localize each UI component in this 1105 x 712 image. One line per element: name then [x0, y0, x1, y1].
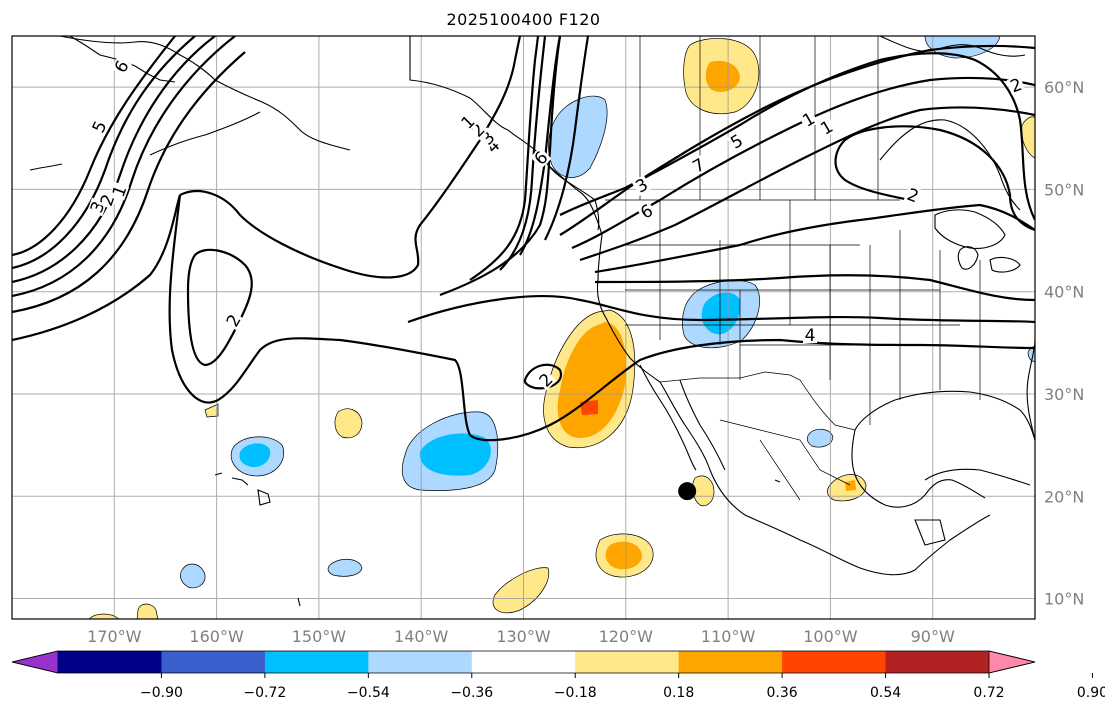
latitude-labels: 60°N 50°N 40°N 30°N 20°N 10°N — [1044, 78, 1084, 608]
contour-label: 5 — [89, 117, 112, 137]
map-title: 2025100400 F120 — [446, 10, 601, 29]
contour-label: 7 — [688, 155, 709, 178]
colorbar-tick-label: 0.18 — [663, 685, 694, 701]
colorbar-segment — [678, 651, 783, 673]
colorbar-segment — [471, 651, 576, 673]
lon-label: 170°W — [87, 627, 142, 646]
contour-label: 2 — [903, 185, 923, 207]
colorbar-tick-label: 0.36 — [767, 685, 798, 701]
colorbar-segment — [368, 651, 473, 673]
lon-label: 140°W — [394, 627, 449, 646]
map-frame — [11, 35, 1036, 620]
lon-label: 160°W — [189, 627, 244, 646]
lon-label: 110°W — [701, 627, 756, 646]
colorbar-tick-label: −0.72 — [243, 685, 286, 701]
lat-label: 40°N — [1044, 283, 1084, 302]
colorbar-tick-label: 0.72 — [973, 685, 1004, 701]
location-marker — [678, 482, 697, 501]
contour-label: 4 — [803, 326, 817, 346]
contour-label: 1 — [109, 181, 131, 201]
anomaly-shading — [88, 36, 1035, 619]
contour-label: 2 — [1006, 75, 1026, 97]
colorbar-segment — [58, 651, 162, 673]
colorbar-segment — [575, 651, 680, 673]
colorbar-tick-label: 0.90 — [1077, 685, 1105, 701]
colorbar-tick-label: −0.36 — [450, 685, 493, 701]
lon-label: 90°W — [911, 627, 955, 646]
colorbar-segment — [782, 651, 887, 673]
colorbar-tick-label: −0.90 — [140, 685, 183, 701]
contour-label: 1 — [798, 109, 819, 132]
lon-label: 100°W — [803, 627, 858, 646]
colorbar-tick-label: −0.54 — [347, 685, 390, 701]
lat-label: 50°N — [1044, 180, 1084, 199]
colorbar-tick-label: 0.54 — [870, 685, 901, 701]
lon-label: 130°W — [496, 627, 551, 646]
svg-text:4: 4 — [805, 326, 816, 346]
contour-label: 6 — [111, 56, 134, 77]
contour-label: 3 — [631, 175, 652, 198]
colorbar — [11, 650, 1036, 674]
colorbar-extend-low — [11, 650, 59, 674]
colorbar-segment — [161, 651, 266, 673]
longitude-labels: 170°W 160°W 150°W 140°W 130°W 120°W 110°W 100°W… — [87, 627, 955, 646]
colorbar-extend-high — [988, 650, 1036, 674]
colorbar-segment — [885, 651, 990, 673]
lon-label: 120°W — [599, 627, 654, 646]
contour-label: 1 — [816, 117, 837, 140]
lat-label: 20°N — [1044, 487, 1084, 506]
colorbar-segment — [264, 651, 369, 673]
colorbar-ticks: −0.90 −0.72 −0.54 −0.36 −0.18 0.18 0.36 0.54 0.7… — [140, 673, 1105, 701]
lon-label: 150°W — [292, 627, 347, 646]
lat-label: 30°N — [1044, 385, 1084, 404]
height-contours — [12, 36, 1035, 442]
lat-label: 10°N — [1044, 590, 1084, 609]
colorbar-tick-label: −0.18 — [554, 685, 597, 701]
lat-label: 60°N — [1044, 78, 1084, 97]
